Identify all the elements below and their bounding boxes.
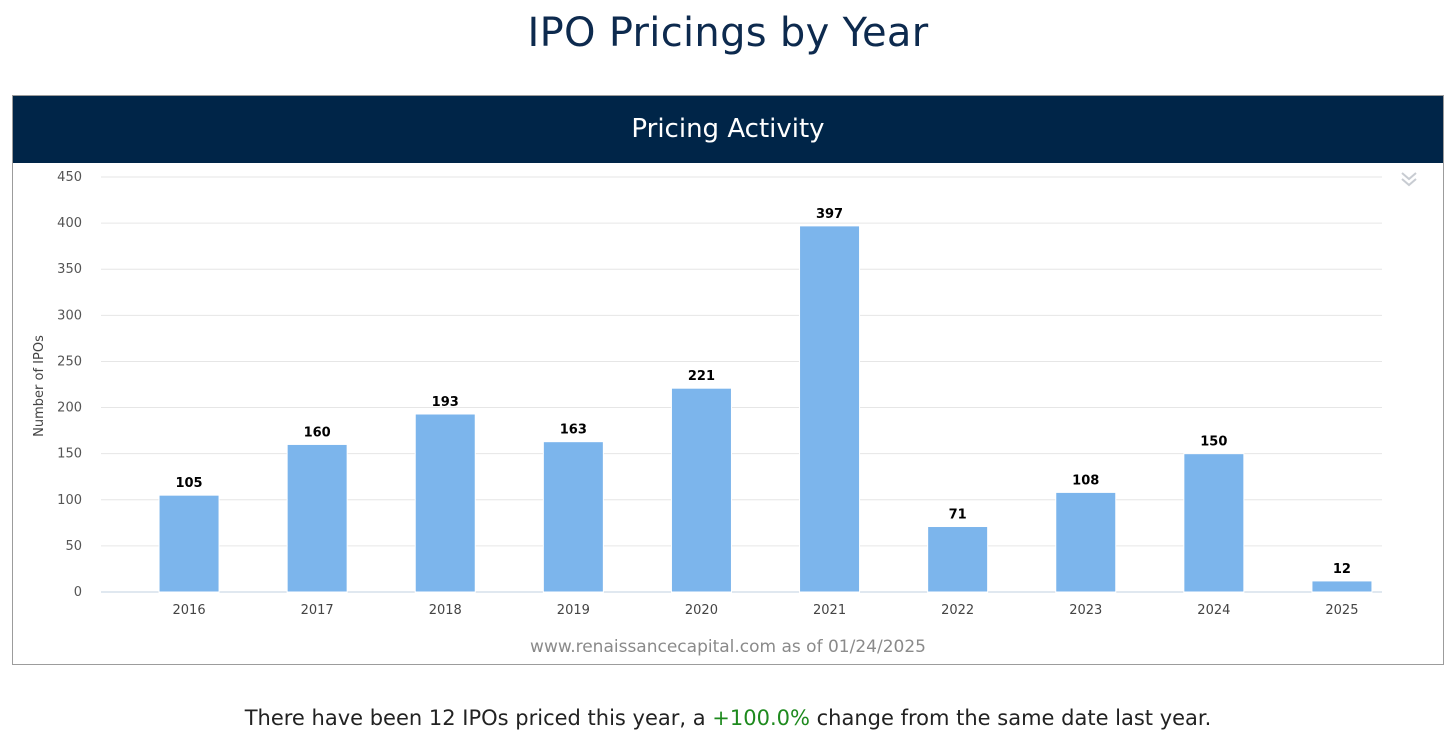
double-chevron-down-icon[interactable]: [1398, 168, 1420, 190]
bars: [158, 225, 1373, 593]
page-title: IPO Pricings by Year: [527, 10, 929, 56]
x-tick-label: 2021: [813, 603, 846, 618]
y-tick-label: 450: [57, 170, 82, 185]
source-note: www.renaissancecapital.com as of 01/24/2…: [530, 637, 926, 657]
y-tick-label: 100: [57, 493, 82, 508]
data-label: 105: [175, 476, 202, 491]
data-label: 221: [688, 369, 715, 384]
x-tick-label: 2017: [301, 603, 334, 618]
y-tick-label: 400: [57, 216, 82, 231]
percent-change: +100.0%: [712, 706, 810, 730]
bar-2023[interactable]: [1055, 491, 1117, 593]
y-axis-ticks: 0 50 100 150 200 250 300 350 400 450: [57, 170, 82, 600]
x-tick-label: 2020: [685, 603, 718, 618]
summary-text: There have been 12 IPOs priced this year…: [0, 706, 1456, 730]
panel-header: Pricing Activity: [13, 96, 1443, 163]
y-tick-label: 350: [57, 262, 82, 277]
bar-2021[interactable]: [799, 225, 861, 593]
summary-prefix: There have been 12 IPOs priced this year…: [244, 706, 713, 730]
x-tick-label: 2016: [173, 603, 206, 618]
data-label: 193: [432, 395, 459, 410]
data-label: 150: [1200, 435, 1227, 450]
bar-2017[interactable]: [286, 443, 348, 593]
bar-2016[interactable]: [158, 494, 220, 593]
x-tick-label: 2023: [1069, 603, 1102, 618]
bar-2024[interactable]: [1183, 453, 1245, 593]
x-tick-label: 2018: [429, 603, 462, 618]
data-label: 108: [1072, 473, 1099, 488]
bar-2020[interactable]: [670, 387, 732, 593]
data-label: 71: [949, 508, 967, 523]
y-axis-title: Number of IPOs: [32, 335, 47, 437]
x-tick-label: 2019: [557, 603, 590, 618]
x-tick-label: 2024: [1197, 603, 1230, 618]
summary-suffix: change from the same date last year.: [809, 706, 1212, 730]
y-tick-label: 150: [57, 447, 82, 462]
grid-lines: [101, 176, 1382, 593]
y-tick-label: 250: [57, 354, 82, 369]
data-label: 160: [304, 425, 331, 440]
data-label: 397: [816, 207, 843, 222]
x-axis-ticks: 2016 2017 2018 2019 2020 2021 2022 2023 2024 2025: [173, 603, 1359, 618]
bar-2018[interactable]: [414, 413, 476, 593]
x-tick-label: 2022: [941, 603, 974, 618]
y-tick-label: 300: [57, 308, 82, 323]
bar-2019[interactable]: [542, 441, 604, 593]
y-tick-label: 50: [65, 539, 82, 554]
chart-panel: Pricing Activity 0 50 100 150 200 250 300 350 40…: [12, 95, 1444, 665]
data-label: 12: [1333, 562, 1351, 577]
y-tick-label: 0: [74, 585, 82, 600]
x-tick-label: 2025: [1325, 603, 1358, 618]
bar-2025[interactable]: [1311, 580, 1373, 593]
bar-2022[interactable]: [927, 526, 989, 593]
bar-chart: 0 50 100 150 200 250 300 350 400 450 105 160 193 163…: [32, 170, 1382, 618]
data-label: 163: [560, 423, 587, 438]
y-tick-label: 200: [57, 401, 82, 416]
data-labels: 105 160 193 163 221 397 71 108 150 12: [175, 207, 1351, 577]
